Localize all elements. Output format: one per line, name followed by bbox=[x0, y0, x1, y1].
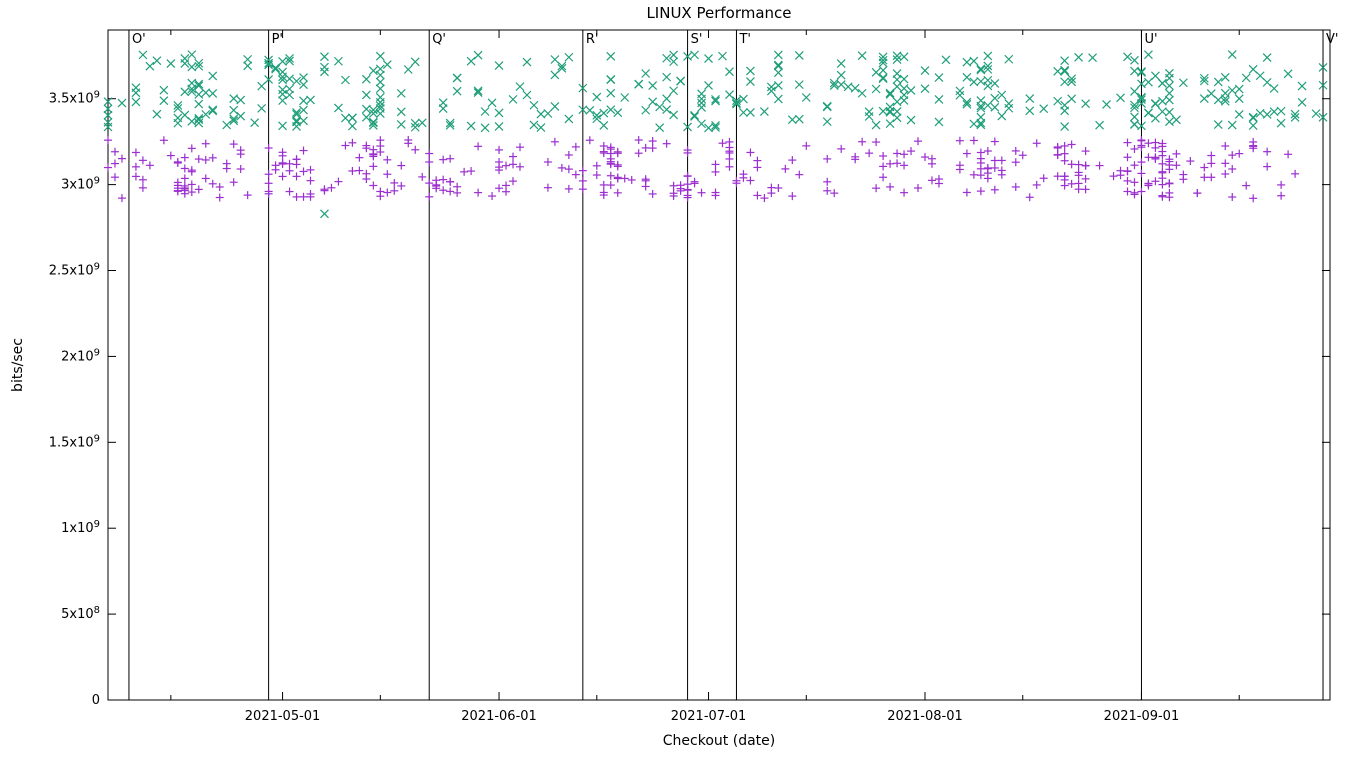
y-tick-label: 1.5x109 bbox=[49, 433, 100, 451]
x-axis-label: Checkout (date) bbox=[663, 733, 775, 749]
marker-label: R' bbox=[586, 32, 599, 47]
x-tick-label: 2021-08-01 bbox=[887, 709, 963, 724]
y-tick-label: 3.5x109 bbox=[49, 89, 100, 107]
x-tick-label: 2021-09-01 bbox=[1104, 709, 1180, 724]
marker-label: Q' bbox=[432, 32, 446, 47]
x-tick-label: 2021-07-01 bbox=[671, 709, 747, 724]
y-tick-label: 5x108 bbox=[61, 605, 100, 623]
y-tick-label: 2.5x109 bbox=[49, 261, 100, 279]
y-tick-label: 3x109 bbox=[61, 175, 100, 193]
marker-label: T' bbox=[738, 32, 751, 47]
marker-label: S' bbox=[691, 32, 703, 47]
marker-label: U' bbox=[1144, 32, 1157, 47]
performance-chart: 0 5x108 1x109 1.5x109 2x109 2.5x109 3x109 3.5x1… bbox=[0, 0, 1360, 768]
y-tick-label: 2x109 bbox=[61, 347, 100, 365]
marker-label: O' bbox=[132, 32, 146, 47]
marker-label: V' bbox=[1326, 32, 1338, 47]
marker-label: P' bbox=[272, 32, 283, 47]
chart-title: LINUX Performance bbox=[646, 4, 791, 22]
y-axis-label: bits/sec bbox=[10, 338, 26, 392]
y-tick-label: 1x109 bbox=[61, 519, 100, 537]
series-purple bbox=[104, 136, 1299, 202]
x-tick-label: 2021-05-01 bbox=[245, 709, 321, 724]
y-tick-label: 0 bbox=[92, 693, 100, 708]
x-tick-label: 2021-06-01 bbox=[461, 709, 537, 724]
